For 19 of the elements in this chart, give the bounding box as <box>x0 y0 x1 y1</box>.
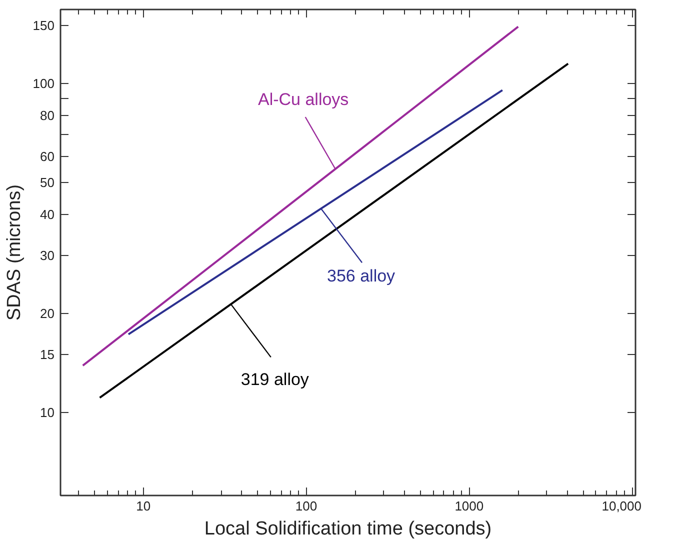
x-tick-label: 1000 <box>454 498 484 514</box>
text: 319 alloy <box>240 370 310 390</box>
y-tick-label: 20 <box>40 306 55 322</box>
y-axis-title: SDAS (microns) <box>4 184 25 321</box>
y-tick-label: 100 <box>32 76 55 92</box>
y-tick-label: 50 <box>40 175 55 190</box>
x-axis-title: Local Solidification time (seconds) <box>204 518 492 540</box>
x-tick-label: 100 <box>295 498 318 514</box>
y-tick-label: 80 <box>40 108 55 124</box>
y-tick-label: 150 <box>32 18 55 34</box>
y-tick-label: 60 <box>40 149 55 164</box>
x-tick-label: 10,000 <box>602 498 642 514</box>
y-tick-label: 30 <box>40 248 55 264</box>
text: 356 alloy <box>327 266 396 286</box>
y-tick-label: 15 <box>40 347 55 362</box>
y-tick-label: 10 <box>40 405 55 420</box>
x-tick-label: 10 <box>136 498 151 514</box>
text: Al-Cu alloys <box>258 90 349 110</box>
y-tick-label: 40 <box>40 207 55 222</box>
